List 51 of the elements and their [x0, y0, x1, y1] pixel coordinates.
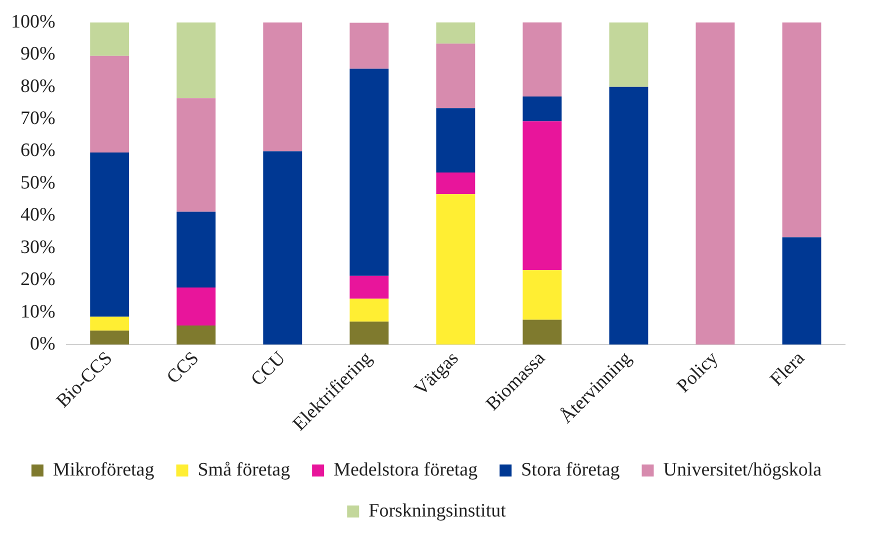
- bar: [176, 287, 216, 326]
- bar: [350, 322, 389, 345]
- y-tick-label: 40%: [20, 204, 56, 226]
- x-tick-label: CCS: [162, 348, 204, 388]
- y-tick-label: 60%: [20, 140, 56, 162]
- bar: [90, 316, 130, 331]
- y-tick-label: 0%: [30, 333, 56, 354]
- bar: [436, 44, 476, 108]
- bar: [176, 22, 216, 98]
- bar: [263, 151, 302, 345]
- y-tick-label: 90%: [20, 44, 56, 65]
- bar: [782, 237, 822, 345]
- bar: [522, 320, 562, 345]
- y-tick-label: 10%: [20, 301, 56, 322]
- legend-label: Små företag: [198, 459, 291, 480]
- legend-label: Universitet/högskola: [663, 459, 822, 480]
- bar: [696, 22, 735, 345]
- bar: [176, 98, 216, 212]
- bar: [90, 56, 130, 153]
- bar: [350, 276, 389, 299]
- legend-label: Medelstora företag: [334, 459, 478, 480]
- bar: [609, 86, 648, 345]
- y-tick-label: 100%: [11, 11, 56, 32]
- bar: [609, 22, 648, 87]
- legend-label: Forskningsinstitut: [368, 500, 507, 522]
- bar: [436, 22, 476, 44]
- bar: [522, 96, 562, 122]
- legend-label: Mikroföretag: [52, 459, 155, 480]
- bar: [782, 22, 822, 238]
- bar: [90, 330, 130, 345]
- y-tick-label: 70%: [20, 108, 56, 130]
- bar: [350, 22, 389, 69]
- bar: [522, 270, 562, 320]
- bar: [176, 212, 216, 288]
- legend-label: Stora företag: [521, 459, 620, 480]
- bar: [176, 326, 216, 345]
- bar: [522, 121, 562, 270]
- y-tick-label: 20%: [20, 269, 56, 290]
- bar: [522, 22, 562, 96]
- y-tick-label: 50%: [20, 172, 56, 194]
- bar: [90, 22, 130, 56]
- bar: [350, 68, 389, 276]
- bar: [350, 298, 389, 322]
- y-tick-label: 30%: [20, 236, 56, 258]
- bar: [263, 22, 302, 152]
- bar: [90, 152, 130, 317]
- y-tick-label: 80%: [20, 76, 56, 97]
- bar: [436, 172, 476, 194]
- bar: [436, 108, 476, 172]
- x-tick-label: Flera: [766, 347, 810, 390]
- bar: [436, 194, 476, 345]
